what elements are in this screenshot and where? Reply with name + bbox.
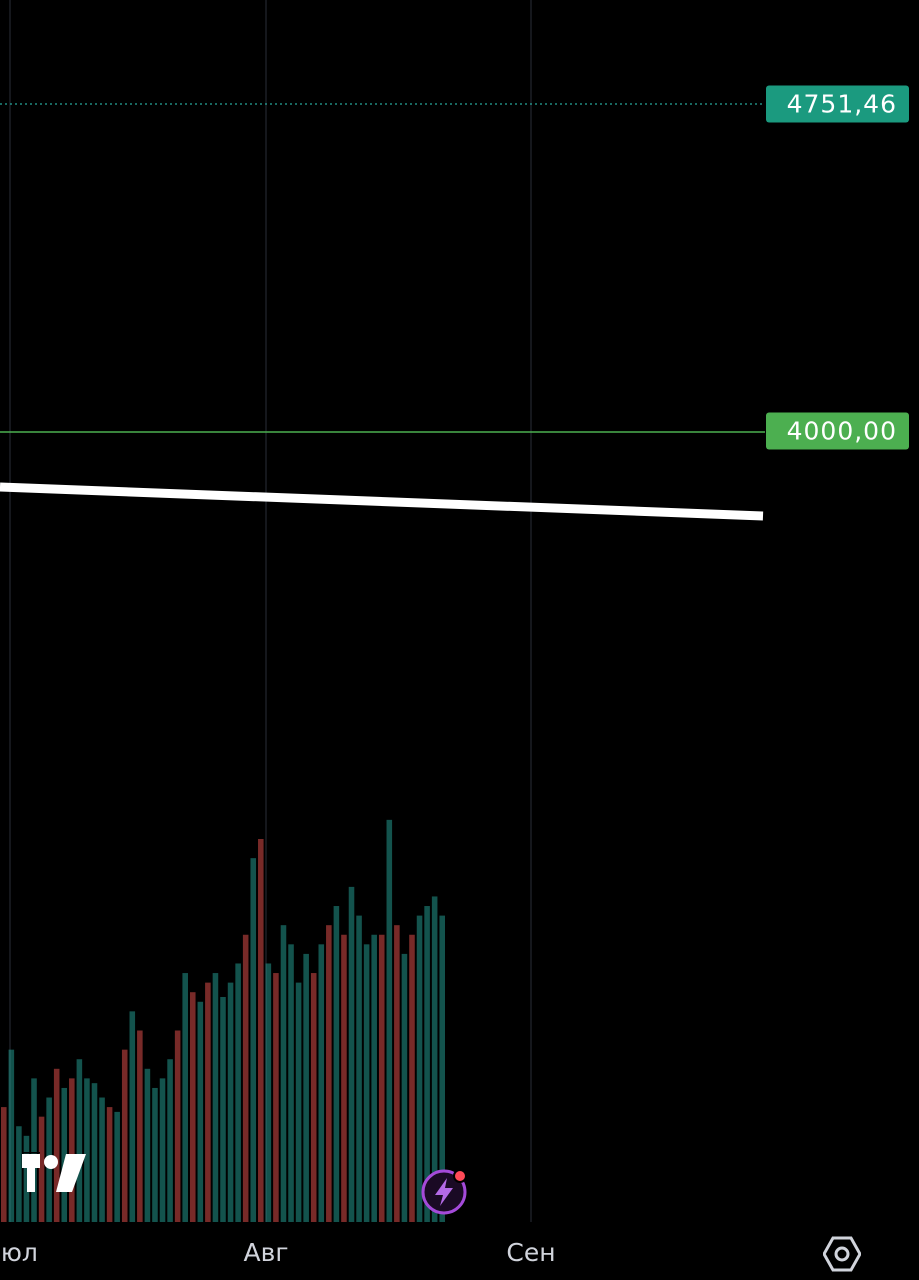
volume-bar	[137, 1030, 143, 1222]
volume-bar	[280, 925, 287, 1222]
volume-bar	[8, 1049, 15, 1222]
volume-bar	[348, 886, 355, 1222]
volume-bar	[31, 1078, 37, 1222]
volume-bar	[394, 925, 400, 1222]
tradingview-logo-icon	[22, 1152, 86, 1192]
volume-bar	[99, 1097, 105, 1222]
volume-bar	[416, 915, 423, 1222]
volume-bar	[227, 982, 234, 1222]
volume-bar	[167, 1059, 173, 1222]
volume-bar	[197, 1001, 204, 1222]
lightning-icon[interactable]	[420, 1168, 468, 1216]
volume-bar	[295, 982, 302, 1222]
volume-bar	[69, 1078, 75, 1222]
volume-bar	[242, 934, 249, 1222]
volume-bar	[431, 896, 438, 1222]
volume-bar	[250, 858, 257, 1222]
volume-bar	[439, 915, 445, 1222]
volume-bar	[265, 963, 272, 1222]
volume-bar	[273, 973, 279, 1222]
volume-bar	[76, 1059, 83, 1222]
volume-bar	[326, 925, 332, 1222]
volume-bar	[333, 906, 340, 1222]
volume-bar	[106, 1107, 113, 1222]
x-axis-label: Июл	[0, 1238, 38, 1267]
volume-bar	[371, 934, 377, 1222]
volume-bar	[258, 839, 264, 1222]
settings-gear-icon[interactable]	[823, 1235, 861, 1273]
volume-bar	[144, 1068, 151, 1222]
volume-bar	[121, 1049, 128, 1222]
volume-bar	[424, 906, 430, 1222]
x-axis-label: Сен	[506, 1238, 556, 1267]
volume-bar	[220, 996, 226, 1222]
volume-bar	[91, 1083, 98, 1222]
volume-bar	[129, 1011, 136, 1222]
volume-bar	[114, 1111, 120, 1222]
volume-bar	[401, 953, 408, 1222]
volume-bar	[152, 1087, 158, 1222]
volume-bar	[288, 944, 294, 1222]
volume-bar	[363, 944, 370, 1222]
x-axis-label: Авг	[243, 1238, 289, 1267]
volume-bar	[310, 973, 317, 1222]
volume-bar	[1, 1107, 7, 1222]
volume-bar	[38, 1116, 45, 1222]
volume-bar	[378, 934, 385, 1222]
volume-bar	[318, 944, 325, 1222]
volume-bar	[205, 982, 211, 1222]
volume-bar	[303, 953, 309, 1222]
volume-bar	[53, 1068, 60, 1222]
volume-bar	[189, 992, 196, 1222]
level-price-badge: 4000,00	[766, 412, 909, 450]
volume-bar	[235, 963, 241, 1222]
volume-bar	[341, 934, 347, 1222]
volume-bar	[182, 973, 188, 1222]
volume-bar	[174, 1030, 181, 1222]
volume-bar	[23, 1135, 30, 1222]
volume-bar	[409, 934, 415, 1222]
volume-bar	[16, 1126, 22, 1222]
trendline	[0, 482, 764, 521]
volume-bar	[212, 973, 219, 1222]
volume-bar	[356, 915, 362, 1222]
volume-bar	[84, 1078, 90, 1222]
volume-bar	[386, 819, 393, 1222]
volume-bar	[61, 1087, 68, 1222]
last-price-badge: 4751,46	[766, 85, 909, 123]
volume-bar	[159, 1078, 166, 1222]
